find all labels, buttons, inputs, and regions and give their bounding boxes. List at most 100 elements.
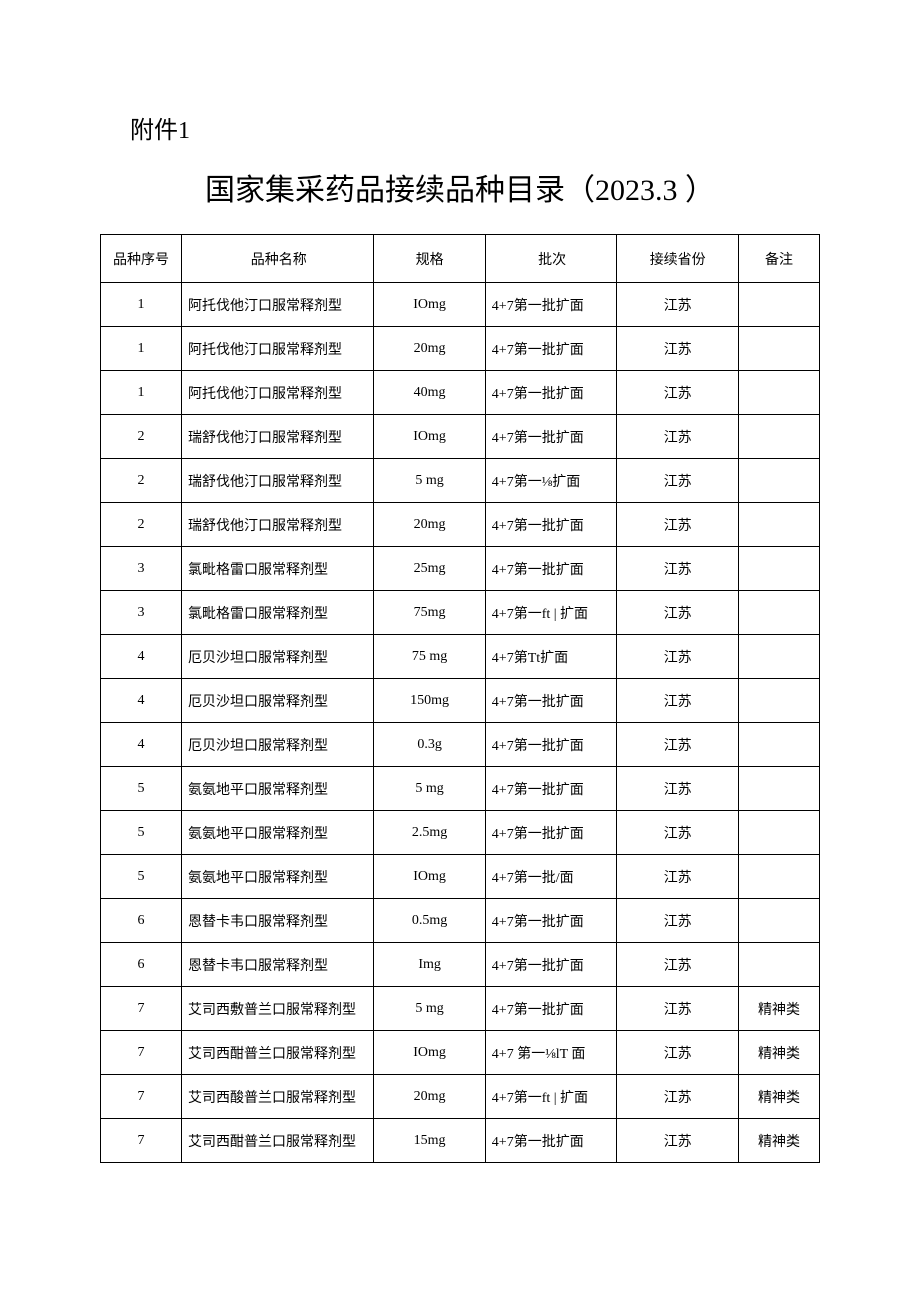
cell-note [738, 943, 819, 987]
cell-note: 精神类 [738, 1119, 819, 1163]
cell-province: 江苏 [617, 1075, 739, 1119]
cell-seq: 2 [101, 459, 182, 503]
cell-batch: 4+7第一批扩面 [485, 679, 617, 723]
cell-name: 厄贝沙坦口服常释剂型 [182, 723, 374, 767]
cell-seq: 7 [101, 1075, 182, 1119]
cell-spec: IOmg [374, 855, 485, 899]
cell-seq: 1 [101, 371, 182, 415]
cell-name: 氨氨地平口服常释剂型 [182, 811, 374, 855]
table-row: 7艾司西酣普兰口服常释剂型15mg4+7第一批扩面江苏精神类 [101, 1119, 820, 1163]
table-row: 5氨氨地平口服常释剂型5 mg4+7第一批扩面江苏 [101, 767, 820, 811]
cell-province: 江苏 [617, 899, 739, 943]
table-row: 7艾司西酣普兰口服常释剂型IOmg4+7 第一⅛lT 面江苏精神类 [101, 1031, 820, 1075]
cell-seq: 2 [101, 503, 182, 547]
cell-spec: 20mg [374, 1075, 485, 1119]
cell-batch: 4+7第一批扩面 [485, 503, 617, 547]
cell-spec: 75mg [374, 591, 485, 635]
cell-seq: 7 [101, 1031, 182, 1075]
cell-note [738, 899, 819, 943]
cell-spec: 0.5mg [374, 899, 485, 943]
cell-name: 阿托伐他汀口服常释剂型 [182, 327, 374, 371]
attachment-label: 附件1 [130, 110, 820, 145]
cell-spec: 15mg [374, 1119, 485, 1163]
cell-seq: 3 [101, 547, 182, 591]
cell-spec: IOmg [374, 1031, 485, 1075]
cell-spec: 25mg [374, 547, 485, 591]
cell-province: 江苏 [617, 679, 739, 723]
cell-note [738, 283, 819, 327]
cell-batch: 4+7第一批扩面 [485, 415, 617, 459]
cell-province: 江苏 [617, 459, 739, 503]
cell-seq: 7 [101, 1119, 182, 1163]
cell-name: 氨氨地平口服常释剂型 [182, 767, 374, 811]
table-row: 3氯毗格雷口服常释剂型25mg4+7第一批扩面江苏 [101, 547, 820, 591]
cell-batch: 4+7第Tt扩面 [485, 635, 617, 679]
cell-batch: 4+7 第一⅛lT 面 [485, 1031, 617, 1075]
table-row: 6恩替卡韦口服常释剂型Img4+7第一批扩面江苏 [101, 943, 820, 987]
page-title: 国家集采药品接续品种目录（2023.3 ） [100, 165, 820, 209]
cell-seq: 7 [101, 987, 182, 1031]
cell-batch: 4+7第一批扩面 [485, 811, 617, 855]
cell-batch: 4+7第一批扩面 [485, 723, 617, 767]
cell-name: 氨氨地平口服常释剂型 [182, 855, 374, 899]
cell-spec: 150mg [374, 679, 485, 723]
cell-province: 江苏 [617, 503, 739, 547]
cell-province: 江苏 [617, 943, 739, 987]
cell-batch: 4+7第一批扩面 [485, 943, 617, 987]
cell-note [738, 811, 819, 855]
cell-province: 江苏 [617, 723, 739, 767]
cell-spec: 20mg [374, 503, 485, 547]
cell-note [738, 723, 819, 767]
cell-batch: 4+7第一批扩面 [485, 767, 617, 811]
cell-note: 精神类 [738, 987, 819, 1031]
cell-seq: 4 [101, 635, 182, 679]
table-row: 7艾司西酸普兰口服常释剂型20mg4+7第一ft | 扩面江苏精神类 [101, 1075, 820, 1119]
cell-seq: 5 [101, 767, 182, 811]
cell-name: 瑞舒伐他汀口服常释剂型 [182, 415, 374, 459]
table-header-row: 品种序号 品种名称 规格 批次 接续省份 备注 [101, 235, 820, 283]
cell-spec: IOmg [374, 283, 485, 327]
cell-seq: 6 [101, 943, 182, 987]
table-row: 2瑞舒伐他汀口服常释剂型5 mg4+7第一⅛扩面江苏 [101, 459, 820, 503]
cell-name: 瑞舒伐他汀口服常释剂型 [182, 459, 374, 503]
table-row: 5氨氨地平口服常释剂型IOmg4+7第一批/面江苏 [101, 855, 820, 899]
cell-note [738, 855, 819, 899]
header-batch: 批次 [485, 235, 617, 283]
cell-province: 江苏 [617, 1119, 739, 1163]
cell-name: 厄贝沙坦口服常释剂型 [182, 635, 374, 679]
cell-province: 江苏 [617, 415, 739, 459]
table-row: 1阿托伐他汀口服常释剂型IOmg4+7第一批扩面江苏 [101, 283, 820, 327]
cell-seq: 1 [101, 327, 182, 371]
table-row: 4厄贝沙坦口服常释剂型75 mg4+7第Tt扩面江苏 [101, 635, 820, 679]
cell-province: 江苏 [617, 1031, 739, 1075]
table-row: 4厄贝沙坦口服常释剂型150mg4+7第一批扩面江苏 [101, 679, 820, 723]
header-note: 备注 [738, 235, 819, 283]
cell-name: 阿托伐他汀口服常释剂型 [182, 371, 374, 415]
cell-batch: 4+7第一批/面 [485, 855, 617, 899]
cell-name: 氯毗格雷口服常释剂型 [182, 547, 374, 591]
cell-name: 厄贝沙坦口服常释剂型 [182, 679, 374, 723]
cell-note [738, 503, 819, 547]
cell-note: 精神类 [738, 1031, 819, 1075]
table-body: 1阿托伐他汀口服常释剂型IOmg4+7第一批扩面江苏1阿托伐他汀口服常释剂型20… [101, 283, 820, 1163]
cell-spec: 2.5mg [374, 811, 485, 855]
cell-province: 江苏 [617, 327, 739, 371]
cell-seq: 3 [101, 591, 182, 635]
header-seq: 品种序号 [101, 235, 182, 283]
drug-catalog-table: 品种序号 品种名称 规格 批次 接续省份 备注 1阿托伐他汀口服常释剂型IOmg… [100, 234, 820, 1163]
table-row: 4厄贝沙坦口服常释剂型0.3g4+7第一批扩面江苏 [101, 723, 820, 767]
cell-seq: 1 [101, 283, 182, 327]
cell-seq: 4 [101, 679, 182, 723]
cell-name: 氯毗格雷口服常释剂型 [182, 591, 374, 635]
table-row: 1阿托伐他汀口服常释剂型20mg4+7第一批扩面江苏 [101, 327, 820, 371]
cell-batch: 4+7第一批扩面 [485, 1119, 617, 1163]
cell-seq: 6 [101, 899, 182, 943]
cell-province: 江苏 [617, 767, 739, 811]
cell-note [738, 767, 819, 811]
cell-spec: 5 mg [374, 987, 485, 1031]
cell-seq: 5 [101, 855, 182, 899]
cell-batch: 4+7第一批扩面 [485, 547, 617, 591]
cell-batch: 4+7第一批扩面 [485, 987, 617, 1031]
cell-note [738, 459, 819, 503]
cell-province: 江苏 [617, 371, 739, 415]
